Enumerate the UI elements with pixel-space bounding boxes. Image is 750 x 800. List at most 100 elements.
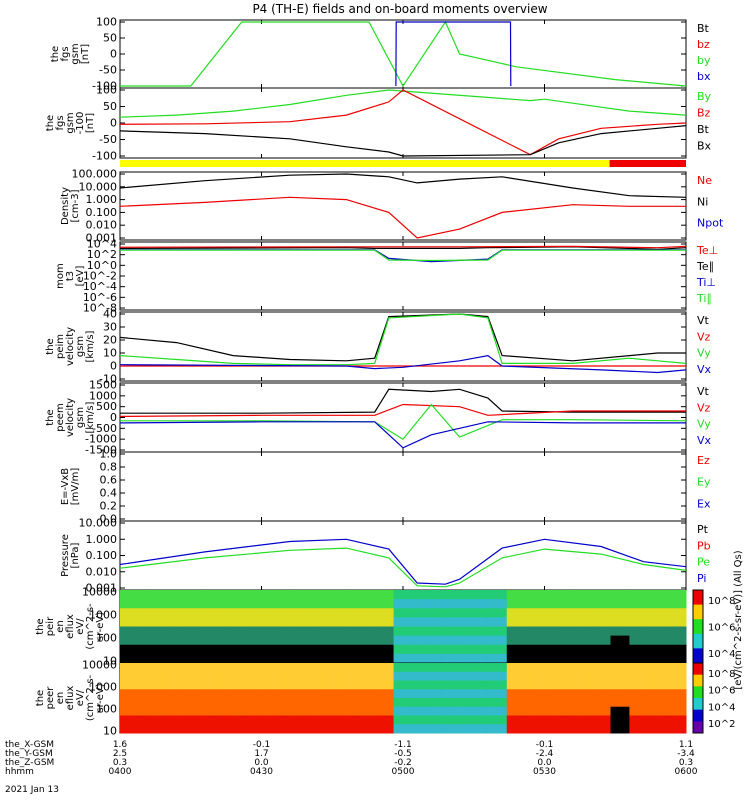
spectrogram-cell bbox=[261, 671, 272, 681]
spectrogram-cell bbox=[516, 715, 527, 725]
spectrogram-cell bbox=[431, 644, 442, 655]
spectrogram-cell bbox=[506, 724, 517, 734]
spectrogram-cell bbox=[393, 617, 404, 627]
spectrogram-cell bbox=[393, 599, 404, 609]
y-tick-label: 0 bbox=[110, 48, 117, 61]
spectrogram-cell bbox=[374, 599, 385, 609]
spectrogram-cell bbox=[431, 715, 442, 725]
spectrogram-cell bbox=[157, 715, 168, 725]
y-axis-label-line: velocity bbox=[65, 327, 76, 366]
spectrogram-cell bbox=[629, 706, 640, 716]
legend-entry: Bx bbox=[697, 140, 712, 153]
spectrogram-cell bbox=[148, 590, 159, 600]
spectrogram-cell bbox=[384, 698, 395, 708]
panel-frame bbox=[119, 520, 687, 591]
y-axis-label-line: peer bbox=[45, 686, 56, 710]
spectrogram-cell bbox=[638, 590, 649, 600]
spectrogram-cell bbox=[676, 608, 687, 618]
spectrogram-cell bbox=[544, 680, 555, 690]
legend-entry: Pb bbox=[697, 539, 711, 552]
spectrogram-cell bbox=[129, 680, 140, 690]
y-axis-label: the peim velocity gsm [km/s] bbox=[45, 327, 96, 366]
spectrogram-cell bbox=[450, 715, 461, 725]
spectrogram-cell bbox=[478, 689, 489, 699]
spectrogram-cell bbox=[582, 599, 593, 609]
spectrogram-cell bbox=[195, 715, 206, 725]
spectrogram-cell bbox=[591, 689, 602, 699]
y-tick-label: 1000 bbox=[89, 609, 117, 622]
spectrogram-cell bbox=[355, 706, 366, 716]
spectrogram-cell bbox=[525, 617, 536, 627]
series-by bbox=[120, 20, 687, 88]
spectrogram-cell bbox=[384, 626, 395, 637]
spectrogram-cell bbox=[223, 706, 234, 716]
spectrogram-cell bbox=[403, 590, 413, 600]
ephemeris-value: 0.3 bbox=[679, 758, 693, 768]
spectrogram-cell bbox=[242, 689, 253, 699]
spectrogram-cell bbox=[214, 617, 225, 627]
spectrogram-cell bbox=[270, 590, 281, 600]
spectrogram-cell bbox=[619, 680, 630, 690]
spectrogram-cell bbox=[355, 635, 366, 646]
spectrogram-cell bbox=[167, 698, 178, 708]
spectrogram-cell bbox=[129, 626, 140, 637]
spectrogram-cell bbox=[384, 644, 395, 655]
spectrogram-cell bbox=[120, 635, 130, 646]
spectrogram bbox=[120, 663, 687, 734]
spectrogram-cell bbox=[535, 706, 545, 716]
spectrogram-cell bbox=[308, 635, 319, 646]
spectrogram-cell bbox=[148, 626, 159, 637]
spectrogram-cell bbox=[638, 653, 649, 664]
ephemeris-row-label: the_Y-GSM bbox=[5, 749, 53, 759]
spectrogram-cell bbox=[516, 680, 527, 690]
spectrogram-cell bbox=[223, 644, 234, 655]
colorbar-tick-label: 10^6 bbox=[708, 686, 735, 697]
spectrogram-cell bbox=[346, 698, 357, 708]
spectrogram-cell bbox=[129, 590, 140, 600]
spectrogram-cell bbox=[459, 689, 470, 699]
spectrogram-cell bbox=[327, 724, 338, 734]
colorbar-segment bbox=[693, 619, 703, 635]
spectrogram-cell bbox=[431, 663, 442, 673]
spectrogram-cell bbox=[544, 715, 555, 725]
spectrogram-cell bbox=[393, 724, 404, 734]
spectrogram-cell bbox=[610, 626, 621, 637]
spectrogram-cell bbox=[648, 590, 659, 600]
spectrogram-cell bbox=[657, 635, 668, 646]
spectrogram-cell bbox=[431, 689, 442, 699]
spectrogram-cell bbox=[648, 644, 659, 655]
spectrogram-cell bbox=[138, 689, 149, 699]
y-tick-label: 0.010 bbox=[86, 565, 118, 578]
series-Te⊥ bbox=[119, 245, 687, 249]
spectrogram-cell bbox=[393, 608, 404, 618]
spectrogram-cell bbox=[148, 644, 159, 655]
spectrogram-cell bbox=[676, 635, 687, 646]
spectrogram-cell bbox=[120, 626, 130, 637]
spectrogram-cell bbox=[138, 663, 149, 673]
spectrogram-cell bbox=[450, 608, 461, 618]
ephemeris-value: 0530 bbox=[533, 767, 556, 777]
spectrogram-cell bbox=[403, 663, 413, 673]
mode-bar-yellow bbox=[120, 160, 610, 167]
spectrogram-cell bbox=[138, 608, 149, 618]
spectrogram-cell bbox=[582, 653, 593, 664]
spectrogram-cell bbox=[487, 715, 498, 725]
spectrogram-cell bbox=[450, 626, 461, 637]
spectrogram-cell bbox=[374, 590, 385, 600]
spectrogram-cell bbox=[610, 599, 621, 609]
spectrogram-cell bbox=[563, 689, 574, 699]
ephemeris-value: 0.0 bbox=[537, 758, 552, 768]
spectrogram-cell bbox=[591, 698, 602, 708]
spectrogram-cell bbox=[252, 644, 262, 655]
spectrogram-cell bbox=[563, 706, 574, 716]
spectrogram-cell bbox=[129, 635, 140, 646]
spectrogram-cell bbox=[223, 608, 234, 618]
spectrogram-cell bbox=[610, 635, 621, 646]
spectrogram-cell bbox=[242, 706, 253, 716]
spectrogram-cell bbox=[195, 617, 206, 627]
series-Te∥ bbox=[119, 246, 687, 250]
spectrogram-cell bbox=[365, 617, 376, 627]
y-axis-label-line: the bbox=[35, 618, 46, 634]
spectrogram-cell bbox=[138, 653, 149, 664]
spectrogram-cell bbox=[440, 644, 451, 655]
